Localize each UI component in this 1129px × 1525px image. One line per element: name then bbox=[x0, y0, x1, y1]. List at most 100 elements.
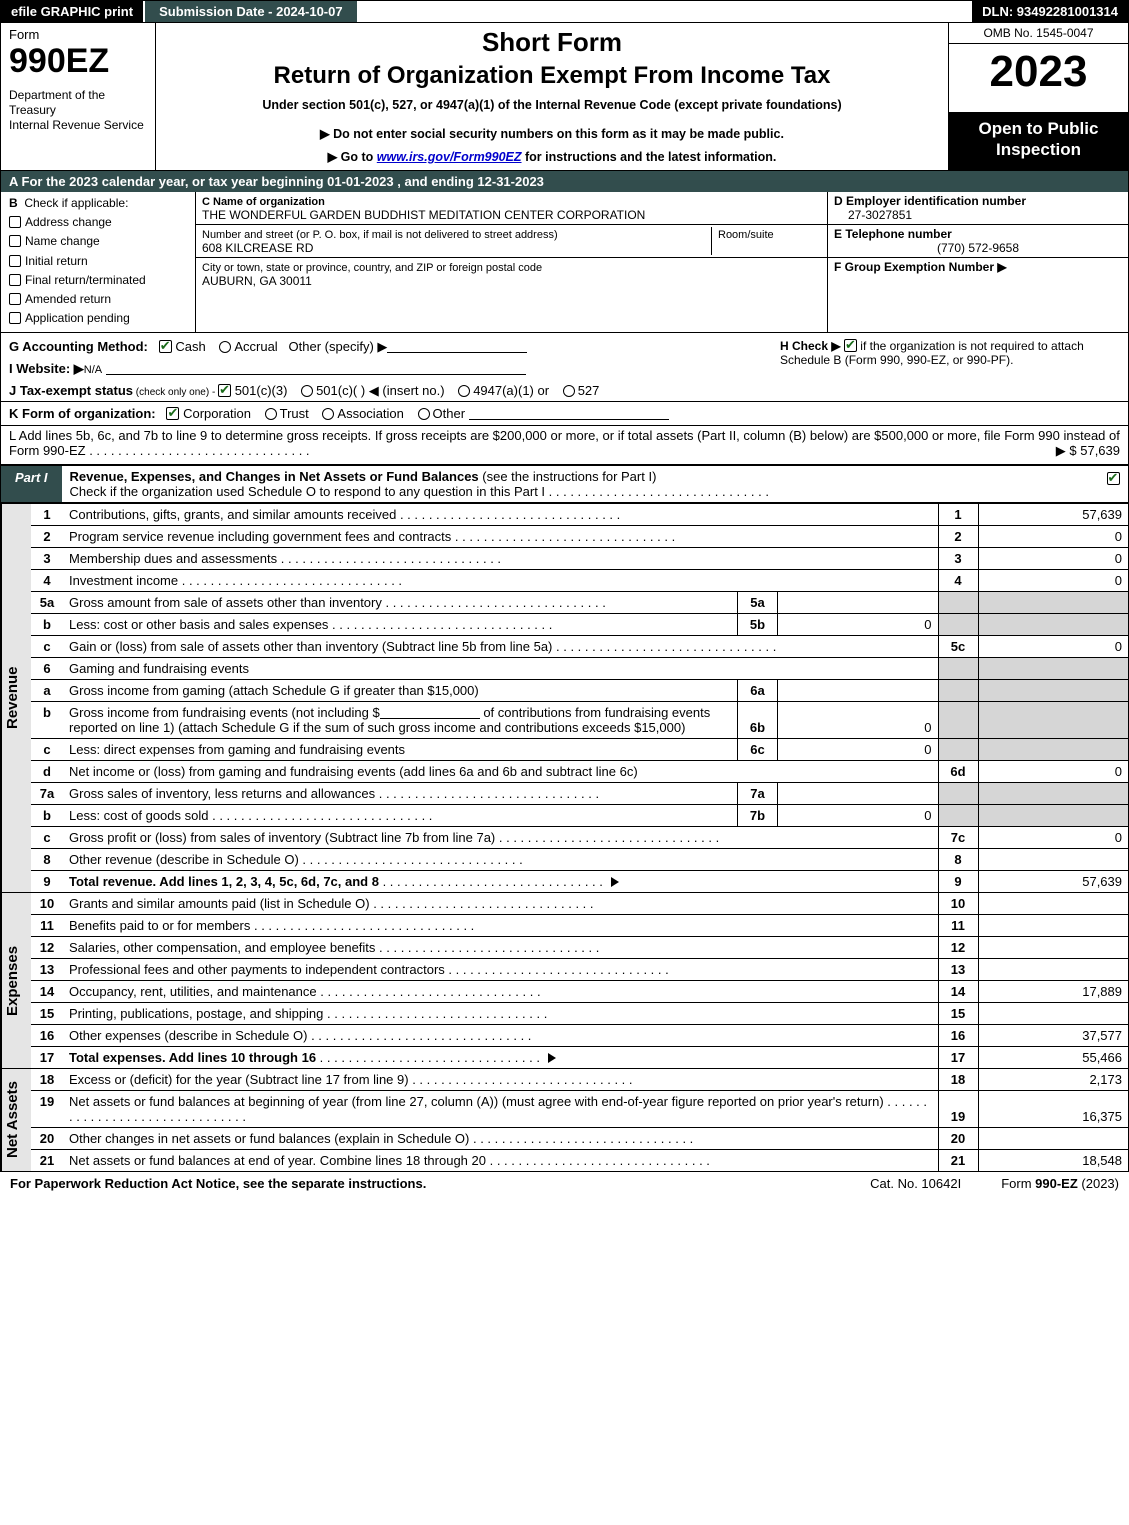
part1-bar: Part I Revenue, Expenses, and Changes in… bbox=[1, 465, 1128, 503]
checkbox-name-change[interactable] bbox=[9, 235, 21, 247]
ln5b-midn: 5b bbox=[738, 614, 778, 635]
ln2-lbl: Program service revenue including govern… bbox=[69, 529, 451, 544]
ln20-rv bbox=[978, 1128, 1128, 1150]
ln1-lbl: Contributions, gifts, grants, and simila… bbox=[69, 507, 396, 522]
ln5c-n: c bbox=[31, 636, 63, 658]
ln7a-n: 7a bbox=[31, 783, 63, 805]
d-label: D Employer identification number bbox=[834, 194, 1026, 208]
ln5a-midn: 5a bbox=[738, 592, 778, 613]
ln17-rv: 55,466 bbox=[978, 1047, 1128, 1069]
ln6c-midn: 6c bbox=[738, 739, 778, 760]
radio-trust[interactable] bbox=[265, 408, 277, 420]
ln7c-rn: 7c bbox=[938, 827, 978, 849]
ln16-n: 16 bbox=[31, 1025, 63, 1047]
net-assets-side-label: Net Assets bbox=[1, 1069, 31, 1171]
under-section-text: Under section 501(c), 527, or 4947(a)(1)… bbox=[166, 98, 938, 112]
radio-accrual[interactable] bbox=[219, 341, 231, 353]
org-city: AUBURN, GA 30011 bbox=[202, 274, 312, 288]
ln7c-lbl: Gross profit or (loss) from sales of inv… bbox=[69, 830, 495, 845]
net-assets-section: Net Assets 18Excess or (deficit) for the… bbox=[1, 1068, 1128, 1171]
goto-link[interactable]: www.irs.gov/Form990EZ bbox=[377, 150, 522, 164]
ln6c-rn-shade bbox=[938, 739, 978, 761]
ln9-rn: 9 bbox=[938, 871, 978, 893]
checkbox-application-pending[interactable] bbox=[9, 312, 21, 324]
ln7a-midv bbox=[778, 783, 938, 804]
ln18-rv: 2,173 bbox=[978, 1069, 1128, 1091]
checkbox-final-return[interactable] bbox=[9, 274, 21, 286]
checkbox-amended-return[interactable] bbox=[9, 293, 21, 305]
form-number: 990EZ bbox=[9, 44, 149, 78]
ln21-rv: 18,548 bbox=[978, 1150, 1128, 1172]
section-b: B Check if applicable: Address change Na… bbox=[1, 192, 196, 332]
ln4-rv: 0 bbox=[978, 570, 1128, 592]
radio-association[interactable] bbox=[322, 408, 334, 420]
ln10-lbl: Grants and similar amounts paid (list in… bbox=[69, 896, 370, 911]
ln6a-rn-shade bbox=[938, 680, 978, 702]
b-item-3: Final return/terminated bbox=[25, 273, 146, 287]
part1-tab: Part I bbox=[1, 466, 62, 502]
g-label: G Accounting Method: bbox=[9, 339, 148, 354]
radio-501c[interactable] bbox=[301, 385, 313, 397]
ln17-rn: 17 bbox=[938, 1047, 978, 1069]
j-501c3: 501(c)(3) bbox=[235, 383, 288, 398]
ln21-n: 21 bbox=[31, 1150, 63, 1172]
ln7a-rv-shade bbox=[978, 783, 1128, 805]
part1-title-bold: Revenue, Expenses, and Changes in Net As… bbox=[70, 469, 479, 484]
ln13-rv bbox=[978, 959, 1128, 981]
ln10-rn: 10 bbox=[938, 893, 978, 915]
footer-right-post: (2023) bbox=[1078, 1176, 1119, 1191]
checkbox-address-change[interactable] bbox=[9, 216, 21, 228]
ln7b-midv: 0 bbox=[778, 805, 938, 826]
goto-pre: ▶ Go to bbox=[328, 150, 377, 164]
radio-527[interactable] bbox=[563, 385, 575, 397]
checkbox-corporation[interactable] bbox=[166, 407, 179, 420]
ln3-rv: 0 bbox=[978, 548, 1128, 570]
checkbox-initial-return[interactable] bbox=[9, 255, 21, 267]
ln19-rn: 19 bbox=[938, 1091, 978, 1128]
part1-subtitle: Check if the organization used Schedule … bbox=[70, 484, 546, 499]
j-527: 527 bbox=[578, 383, 600, 398]
revenue-section: Revenue 1 Contributions, gifts, grants, a… bbox=[1, 503, 1128, 892]
do-not-enter-text: ▶ Do not enter social security numbers o… bbox=[166, 126, 938, 141]
header-left: Form 990EZ Department of the Treasury In… bbox=[1, 23, 156, 170]
radio-other[interactable] bbox=[418, 408, 430, 420]
footer-right: Form 990-EZ (2023) bbox=[1001, 1176, 1119, 1191]
arrow-icon bbox=[548, 1053, 556, 1063]
g-other-blank[interactable] bbox=[387, 339, 527, 353]
j-label: J Tax-exempt status bbox=[9, 383, 133, 398]
radio-4947[interactable] bbox=[458, 385, 470, 397]
ln18-n: 18 bbox=[31, 1069, 63, 1091]
ln4-lbl: Investment income bbox=[69, 573, 178, 588]
ln3-lbl: Membership dues and assessments bbox=[69, 551, 277, 566]
ln14-n: 14 bbox=[31, 981, 63, 1003]
ln12-lbl: Salaries, other compensation, and employ… bbox=[69, 940, 375, 955]
ln7a-lbl: Gross sales of inventory, less returns a… bbox=[69, 786, 375, 801]
checkbox-501c3[interactable] bbox=[218, 384, 231, 397]
ln5a-rn-shade bbox=[938, 592, 978, 614]
j-501c: 501(c)( ) ◀ (insert no.) bbox=[316, 383, 444, 398]
k-other-blank[interactable] bbox=[469, 406, 669, 420]
ln14-rv: 17,889 bbox=[978, 981, 1128, 1003]
bcde-row: B Check if applicable: Address change Na… bbox=[1, 192, 1128, 333]
checkbox-h[interactable] bbox=[844, 339, 857, 352]
g-other: Other (specify) ▶ bbox=[289, 339, 388, 354]
b-item-1: Name change bbox=[25, 234, 100, 248]
ln9-n: 9 bbox=[31, 871, 63, 893]
ln19-lbl: Net assets or fund balances at beginning… bbox=[69, 1094, 884, 1109]
section-c: C Name of organization THE WONDERFUL GAR… bbox=[196, 192, 828, 332]
checkbox-cash[interactable] bbox=[159, 340, 172, 353]
ln5c-lbl: Gain or (loss) from sale of assets other… bbox=[69, 639, 552, 654]
k-label: K Form of organization: bbox=[9, 406, 156, 421]
ln2-n: 2 bbox=[31, 526, 63, 548]
k-row: K Form of organization: Corporation Trus… bbox=[1, 401, 1128, 425]
tax-year: 2023 bbox=[949, 44, 1128, 96]
ln1-rn: 1 bbox=[938, 504, 978, 526]
ln20-rn: 20 bbox=[938, 1128, 978, 1150]
ln12-rv bbox=[978, 937, 1128, 959]
ln11-n: 11 bbox=[31, 915, 63, 937]
ln16-rn: 16 bbox=[938, 1025, 978, 1047]
ln9-rv: 57,639 bbox=[978, 871, 1128, 893]
ln10-rv bbox=[978, 893, 1128, 915]
checkbox-part1-schedule-o[interactable] bbox=[1107, 472, 1120, 485]
revenue-side-label: Revenue bbox=[1, 504, 31, 892]
